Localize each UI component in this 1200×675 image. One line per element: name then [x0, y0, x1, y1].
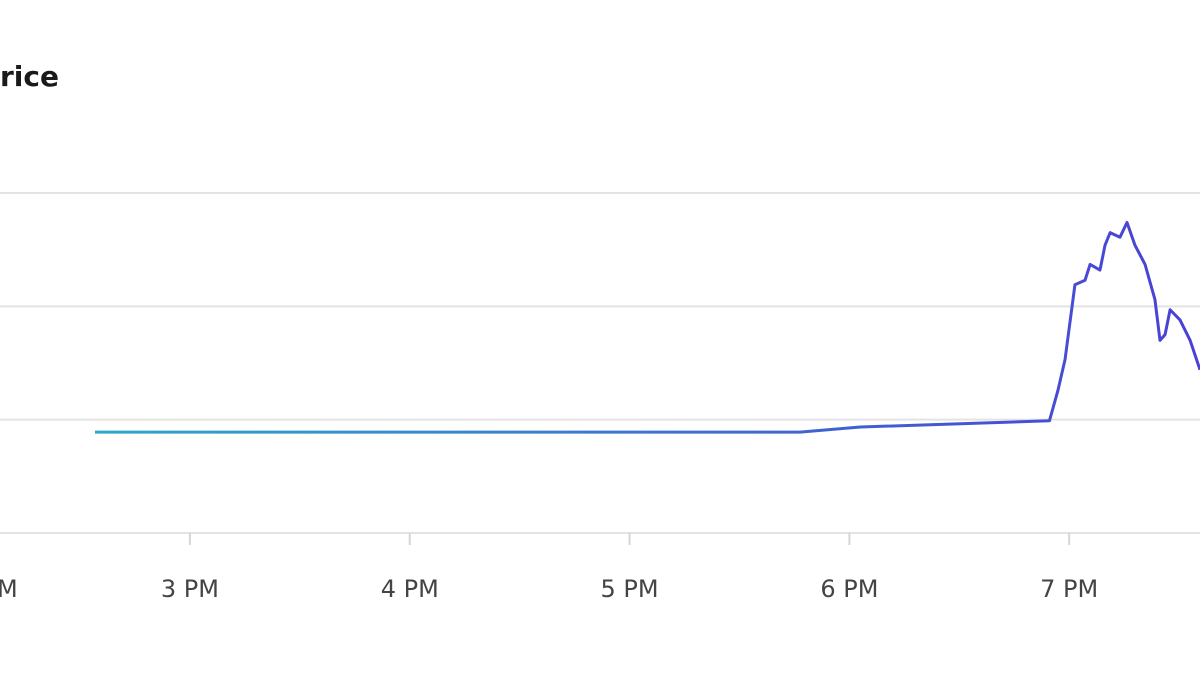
- x-tick-label: M: [0, 575, 18, 603]
- x-tick-label: 5 PM: [601, 575, 659, 603]
- x-tick-label: 4 PM: [381, 575, 439, 603]
- x-tick-label: 3 PM: [161, 575, 219, 603]
- x-tick-label: 6 PM: [820, 575, 878, 603]
- x-tick-label: 7 PM: [1040, 575, 1098, 603]
- chart-title: rice: [0, 60, 59, 93]
- price-line: [94, 220, 1200, 434]
